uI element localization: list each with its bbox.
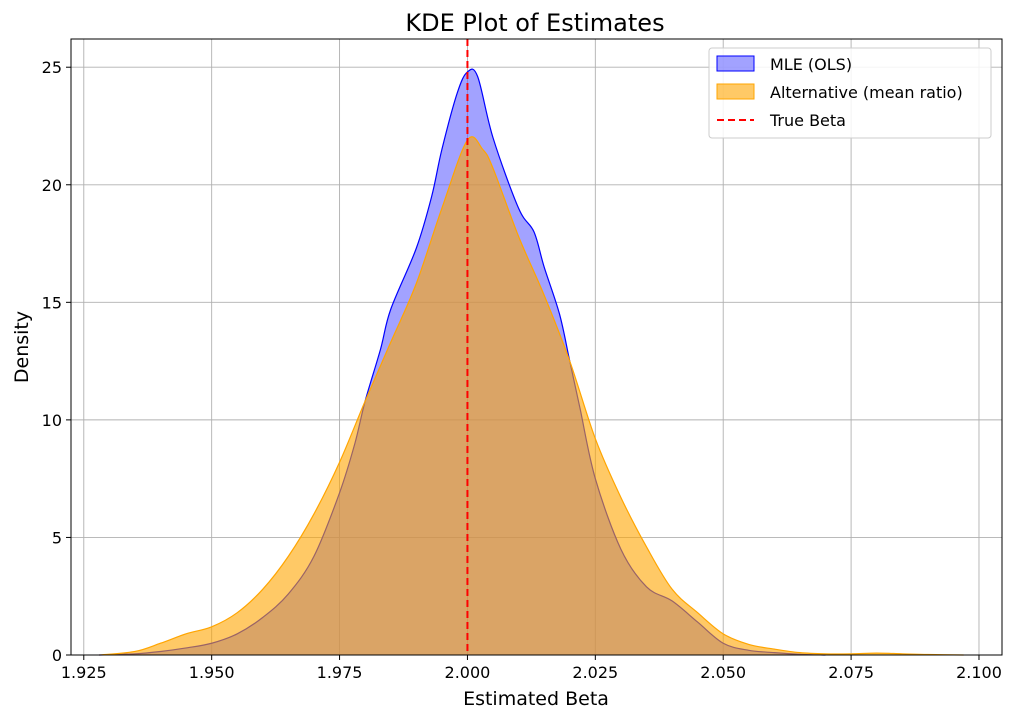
x-tick-label: 2.075 [828,663,874,682]
y-tick-label: 25 [42,58,62,77]
x-axis-label: Estimated Beta [463,688,609,710]
legend-swatch-alternative [716,83,755,100]
y-tick-label: 5 [52,528,62,547]
x-tick-label: 2.000 [445,663,491,682]
x-tick-label: 2.025 [572,663,618,682]
y-tick-label: 20 [42,176,62,195]
y-tick-label: 0 [52,646,62,665]
legend-box [708,47,992,139]
x-tick-label: 1.950 [189,663,235,682]
y-tick-label: 10 [42,411,62,430]
x-tick-label: 1.925 [61,663,107,682]
legend-label-mle: MLE (OLS) [770,55,852,74]
y-tick-label: 15 [42,293,62,312]
y-axis-label: Density [11,311,33,383]
x-tick-label: 2.050 [700,663,746,682]
chart-title: KDE Plot of Estimates [405,9,664,37]
legend-label-alternative: Alternative (mean ratio) [770,83,963,102]
y-axis-ticks: 0 5 10 15 20 25 [42,58,71,665]
legend: MLE (OLS) Alternative (mean ratio) True … [708,47,992,139]
plot-frame [70,38,1003,656]
x-tick-label: 2.100 [956,663,1002,682]
series-layer [99,68,964,656]
legend-swatch-mle [716,55,755,72]
alternative-density-area [99,136,964,655]
x-tick-label: 1.975 [317,663,363,682]
alternative-density-area-outline [99,136,964,656]
legend-label-true-beta: True Beta [769,111,846,130]
x-axis-ticks: 1.925 1.950 1.975 2.000 2.025 2.050 2.075 2.100 [61,655,1002,682]
